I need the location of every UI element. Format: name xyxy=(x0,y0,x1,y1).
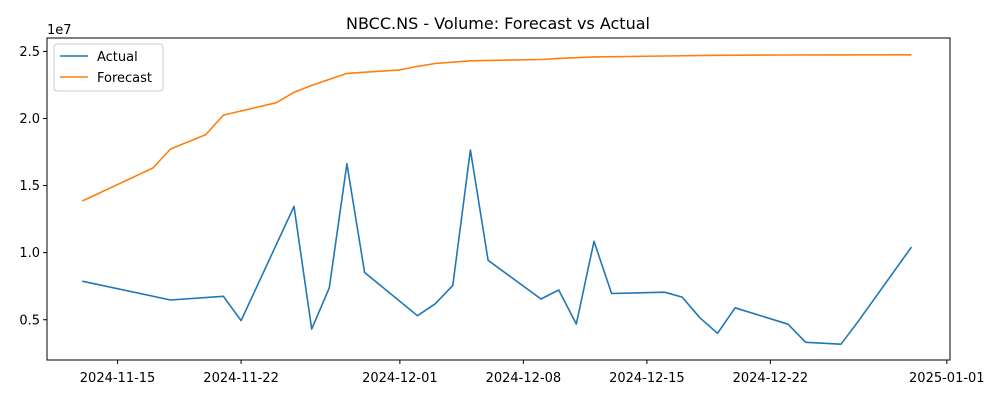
y-multiplier-label: 1e7 xyxy=(47,23,72,38)
series-line-forecast xyxy=(81,54,912,202)
y-tick-label: 1.0 xyxy=(19,246,40,261)
x-tick-label: 2024-12-01 xyxy=(362,371,438,386)
x-tick-label: 2024-12-08 xyxy=(486,371,562,386)
series-line-actual xyxy=(82,149,913,345)
x-tick-label: 2024-12-22 xyxy=(733,371,809,386)
plot-frame xyxy=(46,37,951,361)
x-tick-label: 2024-11-22 xyxy=(203,371,279,386)
x-tick-label: 2025-01-01 xyxy=(909,371,985,386)
y-tick-label: 2.5 xyxy=(19,45,40,60)
y-tick-label: 2.0 xyxy=(19,112,40,127)
y-tick-label: 1.5 xyxy=(19,179,40,194)
x-tick-label: 2024-12-15 xyxy=(609,371,685,386)
chart-title: NBCC.NS - Volume: Forecast vs Actual xyxy=(346,14,650,33)
axis-layer: 0.5 1.0 1.5 2.0 2.5 2024-11-15 2024-11-22 2024-… xyxy=(19,45,984,386)
y-tick-label: 0.5 xyxy=(19,313,40,328)
legend: Actual Forecast xyxy=(53,43,164,92)
x-tick-label: 2024-11-15 xyxy=(80,371,156,386)
series-layer xyxy=(81,54,913,345)
legend-label-actual: Actual xyxy=(97,50,138,65)
legend-label-forecast: Forecast xyxy=(97,71,152,86)
